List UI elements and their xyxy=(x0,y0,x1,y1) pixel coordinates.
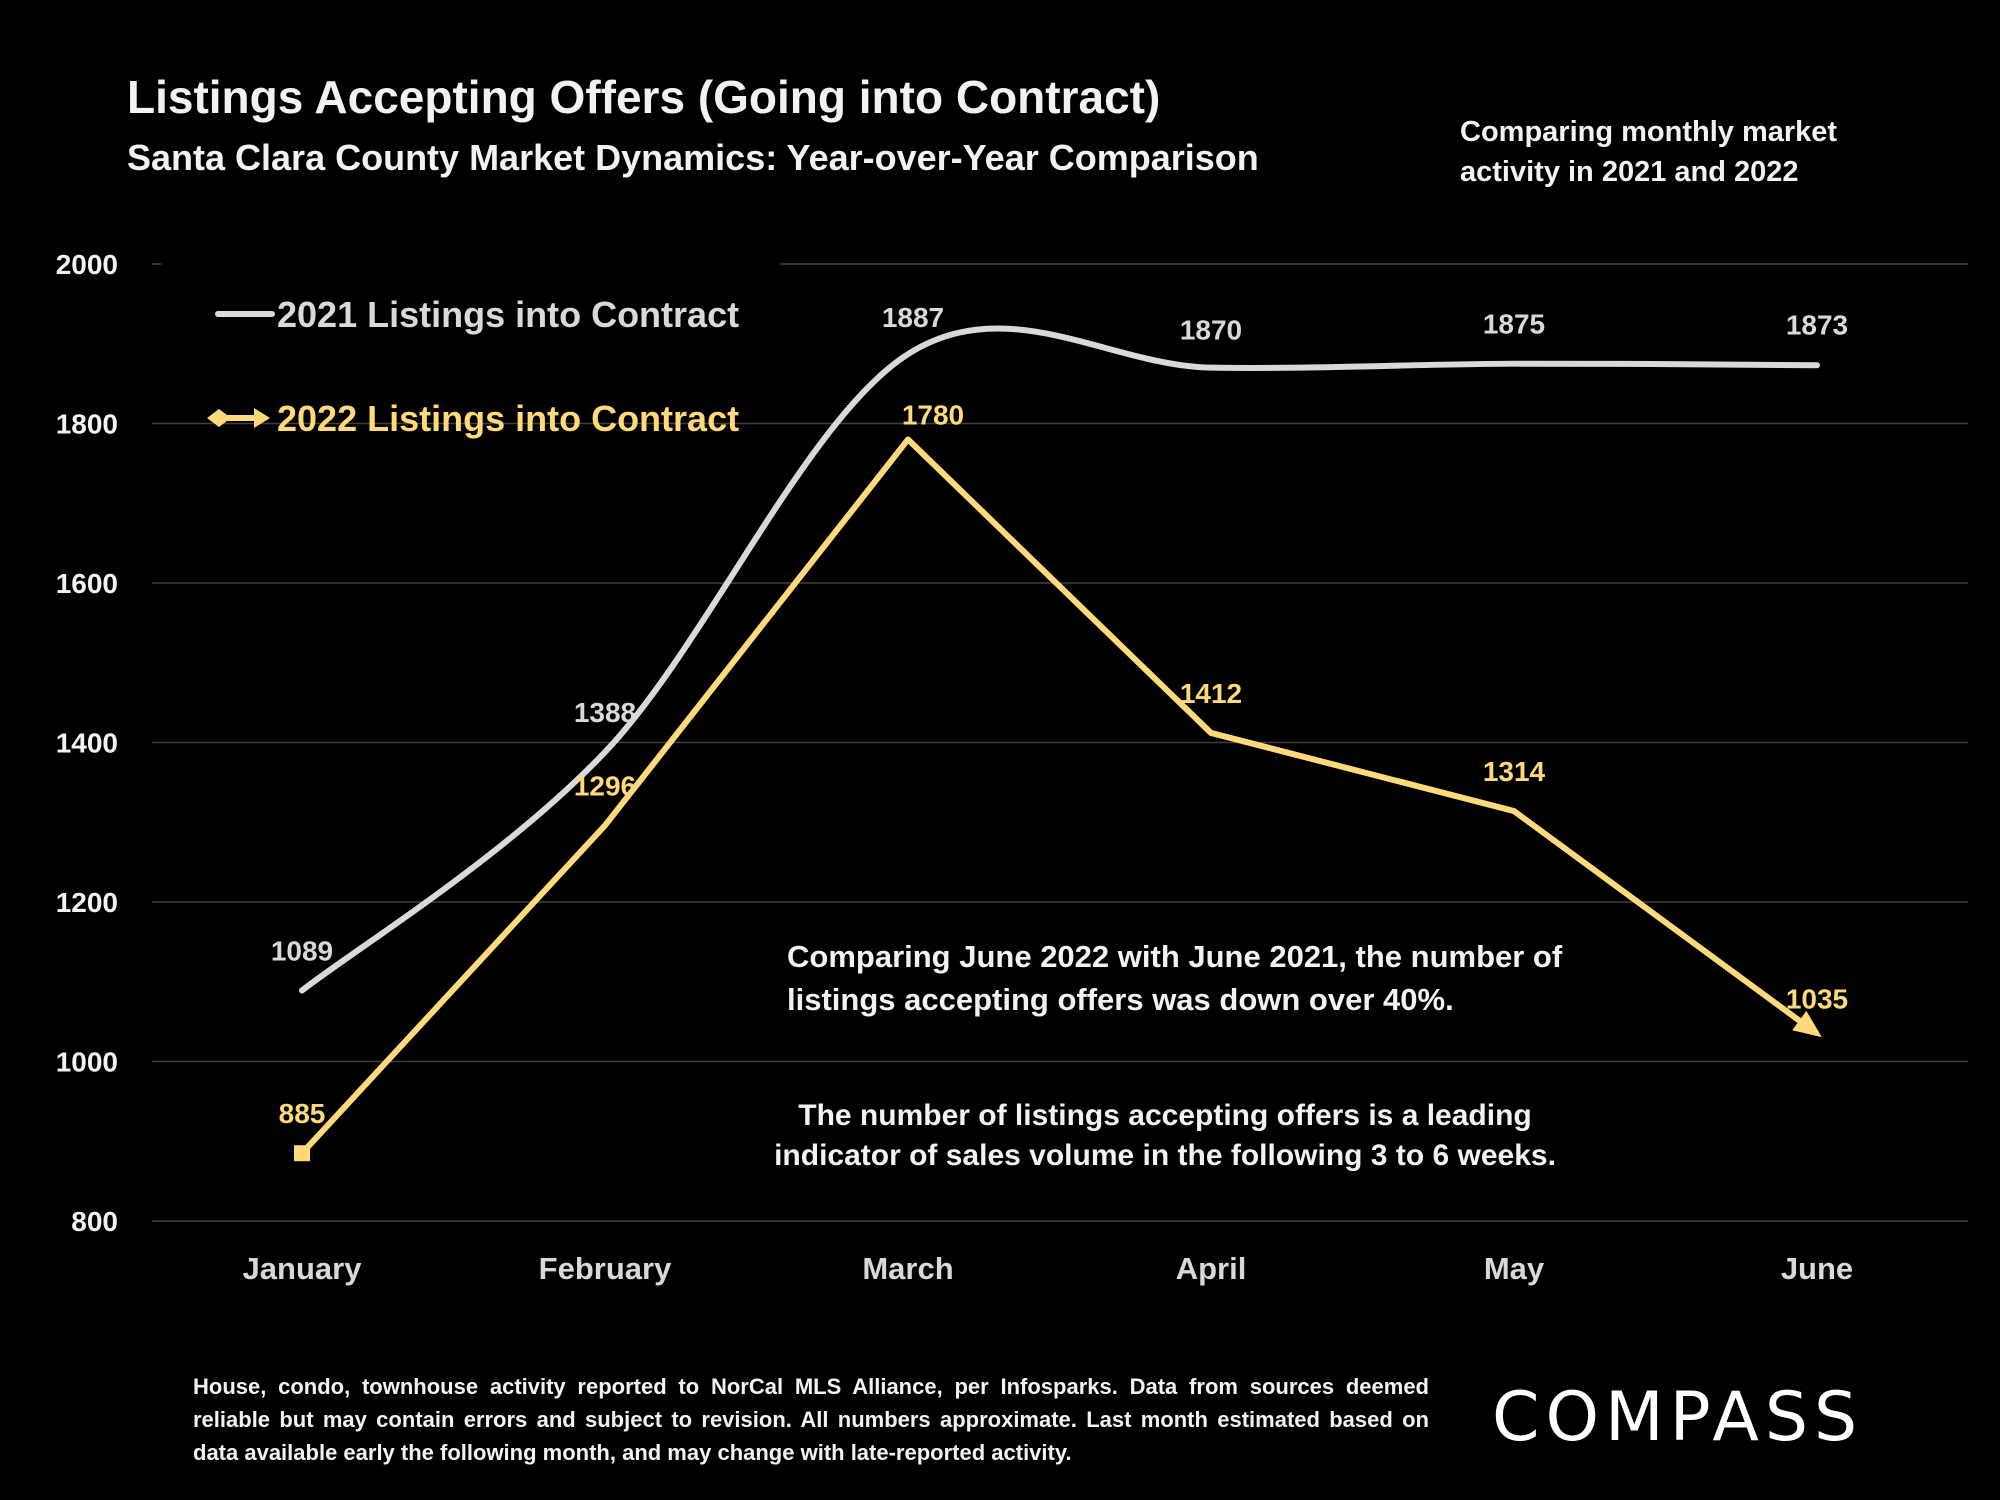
data-label-2021: 1887 xyxy=(882,302,944,333)
x-tick-label: June xyxy=(1781,1251,1853,1286)
data-label-2022: 1296 xyxy=(574,770,636,801)
data-label-2022: 1314 xyxy=(1483,756,1546,787)
data-label-2021: 1875 xyxy=(1483,309,1545,340)
compass-logo: COMPASS xyxy=(1492,1378,1864,1457)
data-label-2022: 1035 xyxy=(1786,984,1848,1015)
series-2022-line xyxy=(299,436,1819,1156)
x-tick-label: January xyxy=(243,1251,363,1286)
chart-subtitle: Santa Clara County Market Dynamics: Year… xyxy=(127,137,1259,178)
annotation-june-comparison: Comparing June 2022 with June 2021, the … xyxy=(787,939,1563,1017)
side-note: Comparing monthly market activity in 202… xyxy=(1460,116,1838,188)
data-label-2022: 1412 xyxy=(1180,678,1242,709)
x-tick-label: April xyxy=(1176,1251,1247,1286)
y-tick-label: 1400 xyxy=(56,728,118,759)
y-tick-label: 800 xyxy=(71,1206,118,1237)
legend-2022-label: 2022 Listings into Contract xyxy=(277,398,739,439)
x-tick-label: March xyxy=(862,1251,953,1286)
legend-2022-diamond-marker xyxy=(207,409,231,427)
legend-2022-arrow-marker xyxy=(254,408,270,428)
data-label-2021: 1089 xyxy=(271,936,333,967)
series-2022-start-marker xyxy=(294,1145,310,1162)
x-tick-label: February xyxy=(539,1251,672,1286)
series-2022-end-arrow xyxy=(1792,1010,1822,1038)
legend-2021-label: 2021 Listings into Contract xyxy=(277,294,739,335)
y-tick-label: 1600 xyxy=(56,568,118,599)
y-tick-label: 1800 xyxy=(56,409,118,440)
data-label-2021: 1388 xyxy=(574,697,636,728)
y-tick-label: 1200 xyxy=(56,887,118,918)
data-label-2022: 885 xyxy=(279,1098,326,1129)
chart-title: Listings Accepting Offers (Going into Co… xyxy=(127,71,1161,123)
data-label-2022: 1780 xyxy=(902,399,964,430)
data-label-2021: 1870 xyxy=(1180,315,1242,346)
annotation-leading-indicator: The number of listings accepting offers … xyxy=(774,1099,1556,1172)
y-tick-label: 1000 xyxy=(56,1047,118,1078)
x-tick-label: May xyxy=(1484,1251,1545,1286)
y-tick-label: 2000 xyxy=(56,249,118,280)
data-label-2021: 1873 xyxy=(1786,309,1848,340)
series-2021-line xyxy=(299,325,1820,994)
source-footnote: House, condo, townhouse activity reporte… xyxy=(193,1374,1429,1465)
